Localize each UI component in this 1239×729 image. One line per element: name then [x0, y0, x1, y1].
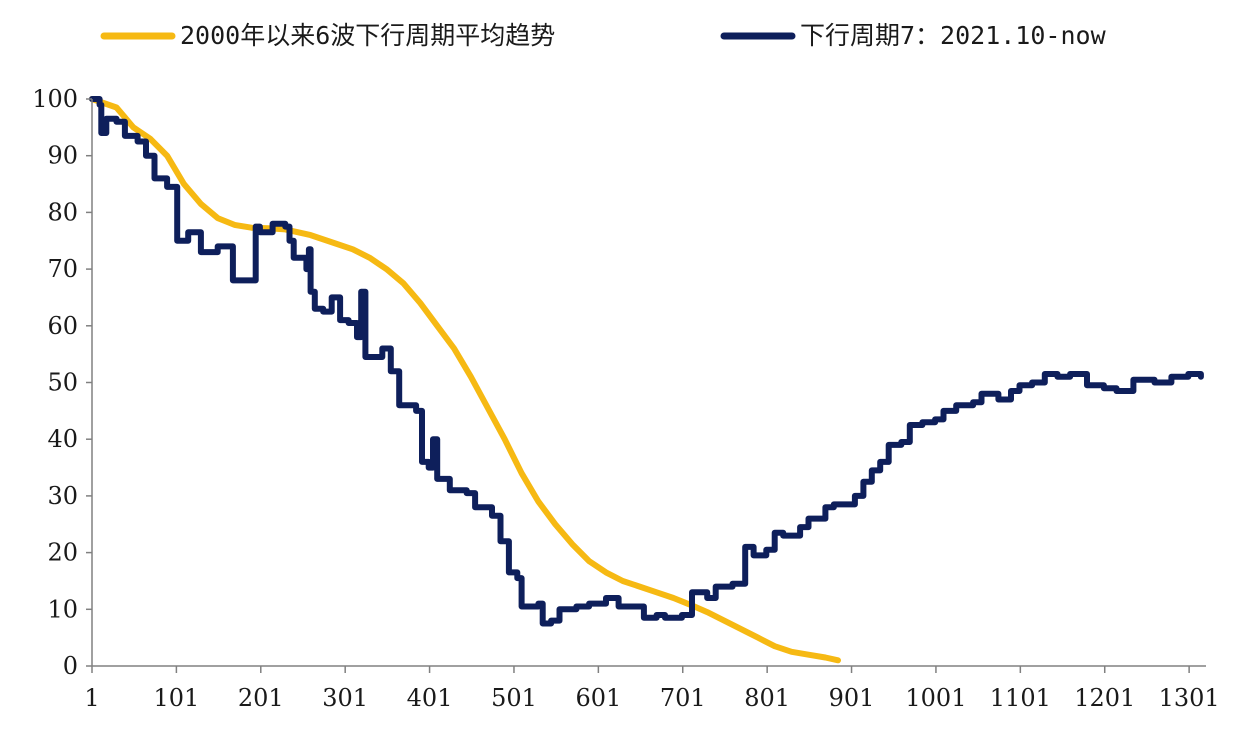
x-tick-label: 901	[829, 684, 875, 712]
x-axis-ticks: 1 101 201 301 401 501 601 701 801 901 1001 1101 1201…	[84, 666, 1220, 712]
legend: 2000年以来6波下行周期平均趋势 下行周期7：2021.10-now	[100, 21, 1107, 50]
y-tick-label: 40	[47, 425, 78, 453]
x-tick-label: 1	[84, 684, 99, 712]
x-tick-label: 201	[238, 684, 284, 712]
x-tick-label: 1301	[1159, 684, 1220, 712]
x-tick-label: 601	[575, 684, 621, 712]
x-tick-label: 301	[322, 684, 368, 712]
x-tick-label: 1101	[990, 684, 1051, 712]
y-tick-label: 20	[47, 539, 78, 567]
x-tick-label: 501	[491, 684, 537, 712]
y-tick-label: 60	[47, 312, 78, 340]
legend-label-average-trend: 2000年以来6波下行周期平均趋势	[180, 21, 555, 50]
x-tick-label: 101	[153, 684, 199, 712]
series-line-cycle-7	[89, 96, 1204, 627]
y-tick-label: 90	[47, 142, 78, 170]
y-tick-label: 50	[47, 369, 78, 397]
y-tick-label: 80	[47, 198, 78, 226]
legend-label-cycle-7: 下行周期7：2021.10-now	[800, 21, 1107, 50]
y-axis-ticks: 0 10 20 30 40 50 60 70 80 90 100	[32, 85, 92, 680]
x-tick-label: 801	[744, 684, 790, 712]
series-layer	[89, 96, 1204, 664]
y-tick-label: 30	[47, 482, 78, 510]
y-tick-label: 10	[47, 595, 78, 623]
x-tick-label: 1001	[905, 684, 966, 712]
x-tick-label: 401	[407, 684, 453, 712]
x-tick-label: 1201	[1074, 684, 1135, 712]
x-tick-label: 701	[660, 684, 706, 712]
y-tick-label: 70	[47, 255, 78, 283]
series-line-average-trend	[89, 96, 841, 664]
y-tick-label: 100	[32, 85, 78, 113]
y-tick-label: 0	[63, 652, 78, 680]
